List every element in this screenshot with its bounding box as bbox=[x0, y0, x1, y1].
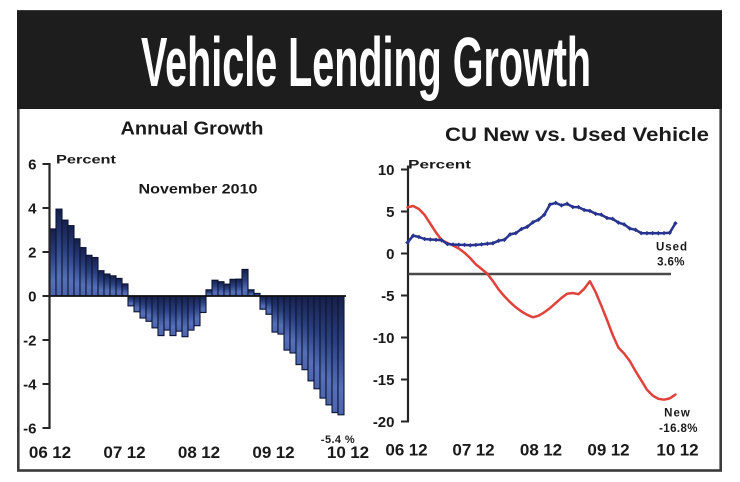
svg-text:Annual Growth: Annual Growth bbox=[121, 118, 264, 139]
svg-text:-16.8%: -16.8% bbox=[659, 423, 698, 435]
svg-text:-5.4 %: -5.4 % bbox=[321, 434, 355, 446]
svg-text:12: 12 bbox=[611, 441, 630, 460]
svg-text:09: 09 bbox=[252, 443, 271, 462]
svg-text:12: 12 bbox=[201, 443, 220, 462]
svg-text:10: 10 bbox=[327, 443, 346, 462]
svg-text:08: 08 bbox=[178, 443, 197, 462]
svg-text:12: 12 bbox=[52, 443, 71, 462]
svg-text:November 2010: November 2010 bbox=[139, 182, 258, 197]
svg-text:07: 07 bbox=[103, 443, 122, 462]
svg-text:4: 4 bbox=[28, 200, 37, 217]
svg-text:3.6%: 3.6% bbox=[657, 257, 685, 269]
svg-text:CU New vs. Used Vehicle: CU New vs. Used Vehicle bbox=[445, 125, 709, 146]
svg-text:-10: -10 bbox=[373, 330, 395, 347]
svg-text:12: 12 bbox=[350, 443, 369, 462]
svg-text:-4: -4 bbox=[23, 376, 37, 393]
svg-text:06: 06 bbox=[385, 441, 404, 460]
svg-text:Used: Used bbox=[656, 242, 688, 254]
svg-text:10: 10 bbox=[378, 162, 395, 179]
svg-text:-2: -2 bbox=[23, 332, 36, 349]
svg-text:12: 12 bbox=[543, 441, 562, 460]
svg-text:12: 12 bbox=[680, 441, 699, 460]
svg-text:-5: -5 bbox=[381, 288, 394, 305]
svg-text:07: 07 bbox=[452, 441, 471, 460]
svg-text:New: New bbox=[664, 408, 691, 420]
svg-text:12: 12 bbox=[476, 441, 495, 460]
svg-text:12: 12 bbox=[276, 443, 295, 462]
svg-text:Percent: Percent bbox=[56, 153, 116, 167]
svg-text:-15: -15 bbox=[373, 372, 395, 389]
svg-text:-6: -6 bbox=[23, 420, 36, 437]
svg-text:10: 10 bbox=[656, 441, 675, 460]
svg-text:5: 5 bbox=[386, 204, 394, 221]
svg-text:08: 08 bbox=[520, 441, 539, 460]
svg-text:0: 0 bbox=[386, 246, 394, 263]
svg-text:Percent: Percent bbox=[408, 158, 471, 172]
svg-text:12: 12 bbox=[127, 443, 146, 462]
svg-text:09: 09 bbox=[587, 441, 606, 460]
svg-text:-20: -20 bbox=[373, 414, 395, 431]
svg-text:6: 6 bbox=[28, 156, 36, 173]
svg-text:0: 0 bbox=[28, 288, 36, 305]
svg-text:Vehicle Lending Growth: Vehicle Lending Growth bbox=[141, 23, 591, 101]
svg-text:12: 12 bbox=[409, 441, 428, 460]
svg-text:2: 2 bbox=[28, 244, 36, 261]
svg-text:06: 06 bbox=[29, 443, 48, 462]
